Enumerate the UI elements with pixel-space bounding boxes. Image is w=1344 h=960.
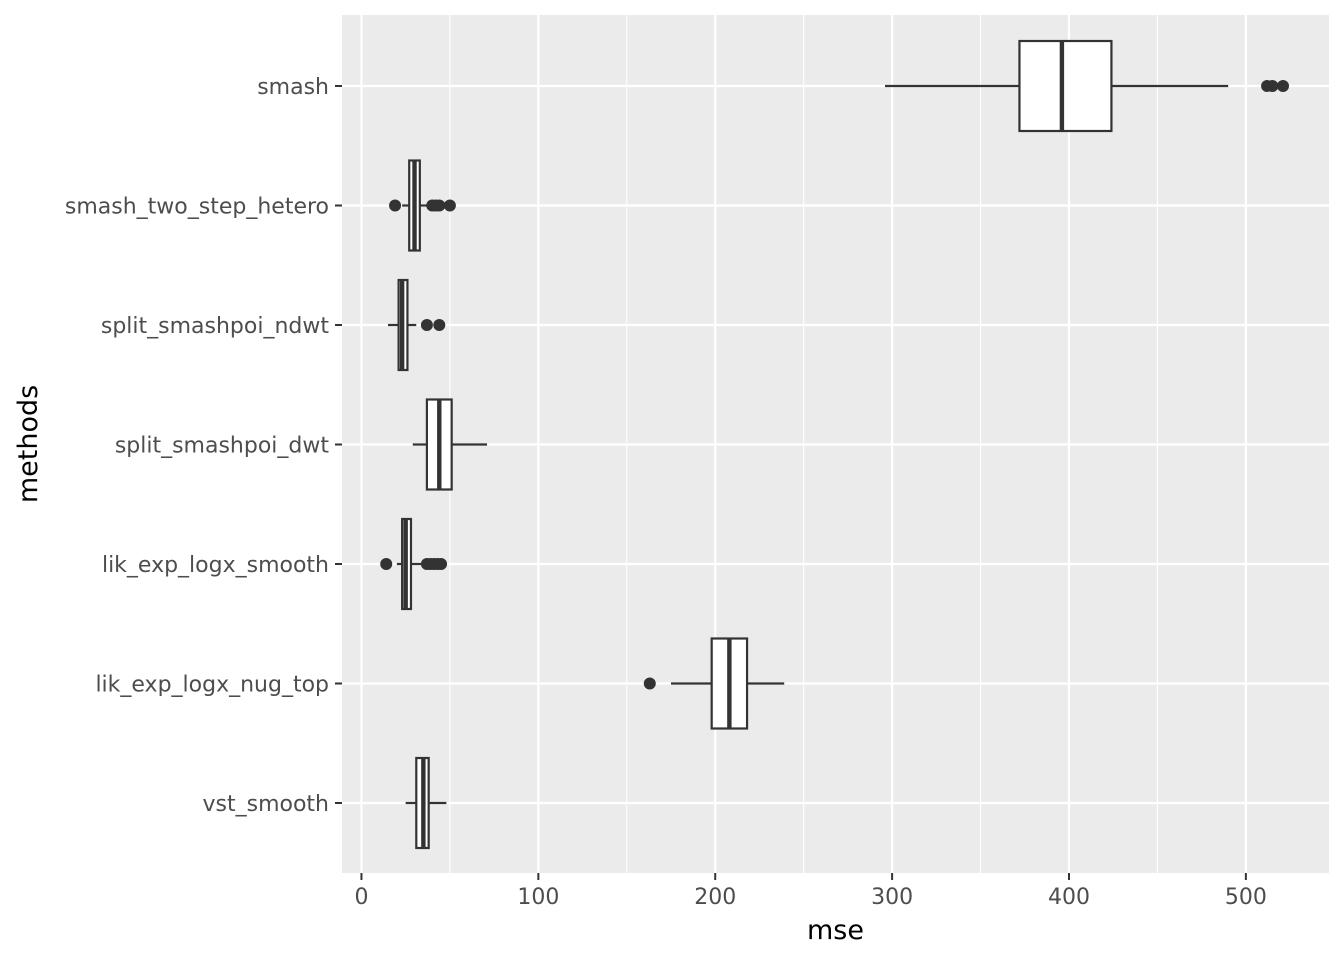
outlier-point [643, 677, 656, 690]
box-series [380, 39, 1290, 850]
x-tick-label: 300 [871, 885, 913, 910]
box-lik_exp_logx_nug_top [643, 637, 785, 730]
y-tick-label: split_smashpoi_dwt [115, 434, 330, 459]
outlier-point [1266, 80, 1279, 92]
outlier-point [443, 199, 456, 212]
outlier-point [433, 319, 446, 331]
y-tick-label: split_smashpoi_ndwt [101, 314, 329, 339]
x-tick-label: 500 [1225, 885, 1267, 910]
box-split_smashpoi_ndwt [387, 278, 446, 372]
outlier-point [389, 199, 402, 212]
box-smash_two_step_hetero [389, 159, 456, 252]
x-axis-title: mse [807, 915, 864, 946]
y-axis: smash smash_two_step_hetero split_smashpoi… [65, 75, 342, 817]
x-tick-label: 200 [694, 885, 736, 910]
outlier-point [420, 319, 433, 331]
y-axis-title: methods [13, 385, 44, 503]
box-split_smashpoi_dwt [412, 398, 488, 491]
x-axis: 0 100 200 300 400 500 [354, 873, 1267, 910]
outlier-point [1277, 80, 1290, 92]
x-tick-label: 100 [517, 885, 559, 910]
y-tick-label: vst_smooth [203, 792, 330, 817]
outlier-point [380, 558, 393, 570]
outlier-point [435, 558, 448, 570]
box-smash [885, 39, 1290, 133]
outlier-point [433, 199, 446, 212]
y-tick-label: smash [257, 75, 329, 100]
y-tick-label: lik_exp_logx_smooth [102, 553, 329, 578]
major-gridlines [342, 15, 1329, 873]
box-lik_exp_logx_smooth [380, 517, 448, 611]
iqr-box [1018, 39, 1113, 133]
x-tick-label: 0 [354, 885, 368, 910]
x-tick-label: 400 [1048, 885, 1090, 910]
y-tick-label: smash_two_step_hetero [65, 195, 329, 220]
box-vst_smooth [405, 756, 447, 850]
y-tick-label: lik_exp_logx_nug_top [95, 673, 329, 698]
